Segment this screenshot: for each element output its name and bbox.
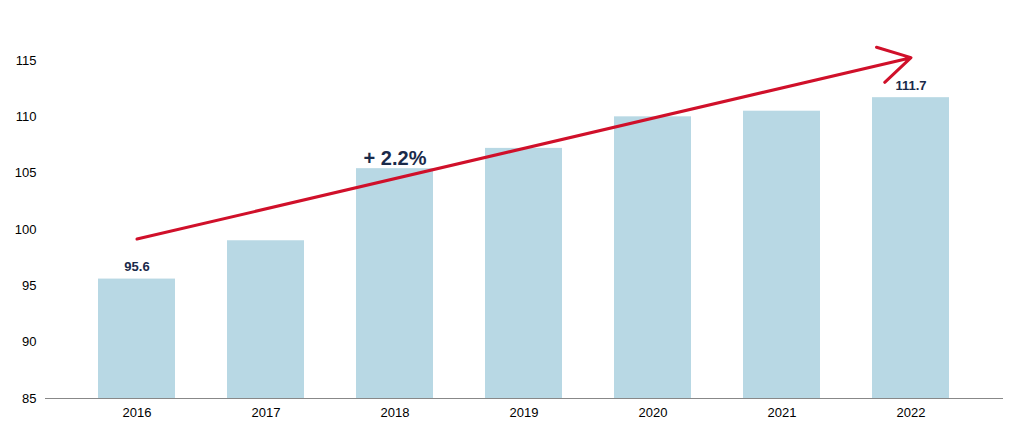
svg-text:2020: 2020 (639, 405, 668, 420)
svg-text:100: 100 (15, 222, 37, 237)
svg-text:2016: 2016 (123, 405, 152, 420)
svg-text:115: 115 (16, 53, 37, 68)
svg-text:95: 95 (22, 278, 36, 293)
svg-text:111.7: 111.7 (895, 78, 926, 93)
svg-text:2021: 2021 (768, 405, 797, 420)
svg-text:95.6: 95.6 (124, 259, 149, 274)
svg-text:2018: 2018 (381, 405, 410, 420)
svg-text:2022: 2022 (897, 405, 926, 420)
svg-text:105: 105 (15, 165, 37, 180)
svg-text:90: 90 (22, 334, 36, 349)
svg-text:+ 2.2%: + 2.2% (364, 147, 427, 169)
svg-text:85: 85 (22, 391, 36, 406)
svg-text:110: 110 (16, 109, 37, 124)
svg-text:2019: 2019 (510, 405, 539, 420)
svg-text:2017: 2017 (252, 405, 281, 420)
